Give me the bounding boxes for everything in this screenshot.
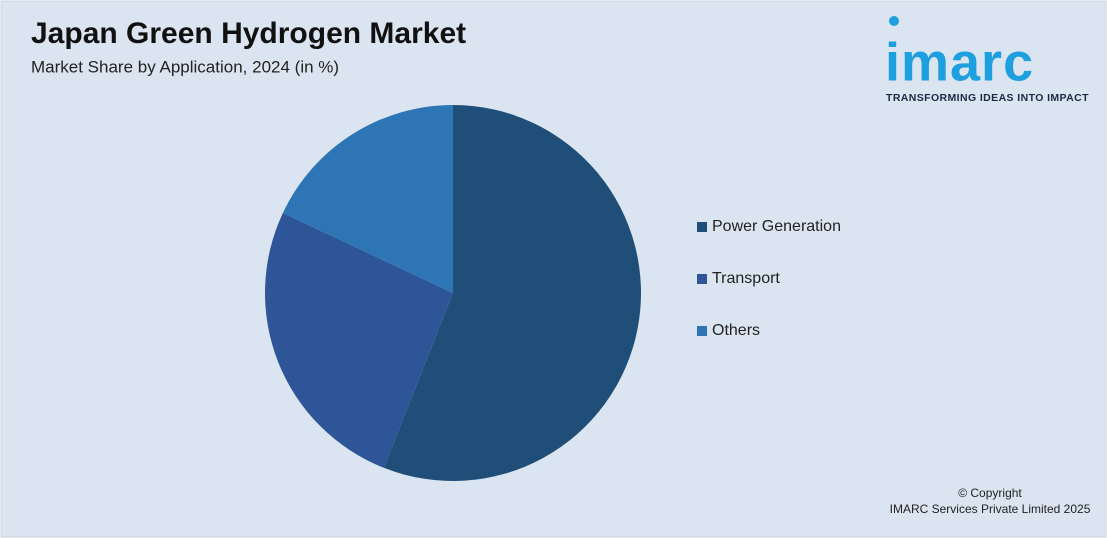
copyright: © Copyright [958, 486, 1022, 500]
logo-tagline: TRANSFORMING IDEAS INTO IMPACT [886, 92, 1089, 104]
pie-slice [265, 212, 453, 468]
legend-label: Transport [712, 270, 780, 287]
logo-dot [889, 16, 899, 26]
logo-name: imarc [885, 32, 1034, 92]
chart-title: Japan Green Hydrogen Market [31, 17, 466, 50]
legend-label: Others [712, 322, 760, 339]
pie-slice [383, 105, 641, 481]
legend-swatch [697, 274, 707, 284]
legend-swatch [697, 222, 707, 232]
chart-subtitle: Market Share by Application, 2024 (in %) [31, 57, 339, 76]
copyright-owner: IMARC Services Private Limited 2025 [890, 502, 1091, 516]
legend-label: Power Generation [712, 218, 841, 235]
legend-swatch [697, 326, 707, 336]
pie-slice [282, 105, 453, 293]
